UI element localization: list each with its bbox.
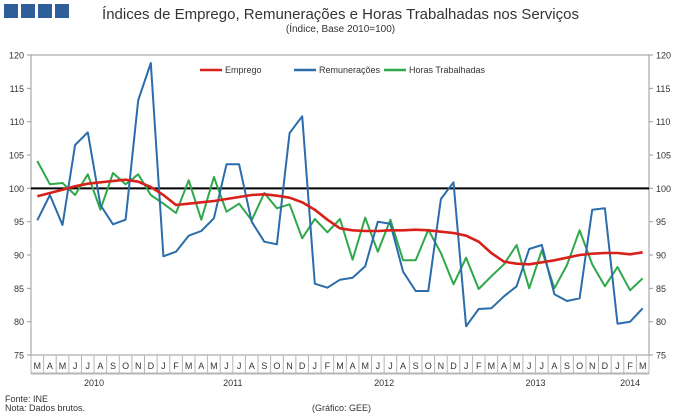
x-tick-label: A [501, 361, 507, 371]
plot-frame [30, 54, 650, 356]
y-tick-label-right: 100 [656, 184, 671, 194]
x-tick-label: M [34, 361, 42, 371]
x-tick-label: S [564, 361, 570, 371]
y-tick-label-left: 90 [14, 251, 24, 261]
series-line-emprego [36, 178, 643, 266]
x-tick-label: M [639, 361, 647, 371]
y-tick-label-left: 75 [14, 351, 24, 361]
year-label: 2010 [84, 378, 104, 388]
y-tick-label-left: 115 [10, 84, 24, 94]
x-tick-label: O [122, 361, 129, 371]
x-tick-label: J [161, 361, 166, 371]
x-tick-label: D [602, 361, 609, 371]
y-tick-label-left: 95 [14, 217, 24, 227]
legend-label-horas: Horas Trabalhadas [409, 65, 486, 75]
y-tick-label-right: 80 [656, 317, 666, 327]
x-tick-label: O [425, 361, 432, 371]
x-tick-label: J [388, 361, 393, 371]
year-label: 2014 [620, 378, 640, 388]
x-tick-label: N [286, 361, 293, 371]
year-label: 2011 [223, 378, 242, 388]
logo-square [21, 4, 35, 18]
y-tick-label-left: 120 [9, 51, 24, 61]
y-tick-label-right: 75 [656, 351, 666, 361]
y-tick-label-left: 85 [14, 284, 24, 294]
x-tick-label: M [59, 361, 67, 371]
logo [4, 4, 69, 18]
data-note: Nota: Dados brutos. [5, 403, 86, 413]
x-tick-label: F [627, 361, 633, 371]
x-tick-label: A [249, 361, 255, 371]
y-tick-label-left: 105 [9, 151, 24, 161]
x-tick-label: M [361, 361, 369, 371]
year-label: 2012 [374, 378, 394, 388]
y-tick-label-right: 105 [656, 151, 671, 161]
x-tick-label: F [476, 361, 482, 371]
x-tick-label: N [438, 361, 445, 371]
x-tick-label: A [47, 361, 53, 371]
y-tick-label-right: 120 [656, 51, 671, 61]
y-tick-label-left: 80 [14, 317, 24, 327]
y-tick-label-right: 90 [656, 251, 666, 261]
x-tick-label: A [551, 361, 557, 371]
chart-subtitle: (Índice, Base 2010=100) [285, 24, 396, 35]
legend-label-emprego: Emprego [225, 65, 262, 75]
chart-title: Índices de Emprego, Remunerações e Horas… [102, 6, 579, 23]
x-tick-label: M [336, 361, 344, 371]
x-tick-label: M [210, 361, 218, 371]
x-tick-label: M [488, 361, 496, 371]
x-tick-label: N [589, 361, 596, 371]
x-tick-label: A [198, 361, 204, 371]
x-tick-label: A [97, 361, 103, 371]
x-tick-label: O [576, 361, 583, 371]
x-tick-label: A [350, 361, 356, 371]
logo-square [4, 4, 18, 18]
x-tick-label: S [110, 361, 116, 371]
logo-square [38, 4, 52, 18]
x-tick-label: J [527, 361, 532, 371]
y-tick-label-left: 110 [10, 117, 24, 127]
credit-note: (Gráfico: GEE) [312, 403, 372, 413]
x-tick-label: M [185, 361, 193, 371]
x-tick-label: D [148, 361, 155, 371]
y-tick-label-right: 110 [656, 117, 670, 127]
x-tick-label: O [273, 361, 280, 371]
x-tick-label: J [73, 361, 78, 371]
x-tick-label: J [86, 361, 91, 371]
source-note: Fonte: INE [5, 394, 49, 404]
x-tick-label: S [413, 361, 419, 371]
x-tick-label: S [261, 361, 267, 371]
x-tick-label: D [299, 361, 306, 371]
y-tick-label-right: 85 [656, 284, 666, 294]
series-line-remuneracoes [36, 62, 644, 328]
x-tick-label: M [513, 361, 521, 371]
x-tick-label: A [400, 361, 406, 371]
legend-label-remuneracoes: Remunerações [319, 65, 381, 75]
series-line-horas [36, 160, 644, 292]
x-tick-label: J [313, 361, 318, 371]
y-tick-label-right: 95 [656, 217, 666, 227]
x-tick-label: N [135, 361, 142, 371]
x-tick-label: J [464, 361, 469, 371]
x-tick-label: J [376, 361, 381, 371]
logo-square [55, 4, 69, 18]
year-label: 2013 [525, 378, 545, 388]
x-tick-label: J [224, 361, 229, 371]
x-tick-label: D [450, 361, 457, 371]
x-tick-label: J [540, 361, 545, 371]
x-tick-label: F [173, 361, 179, 371]
x-tick-label: J [237, 361, 242, 371]
x-tick-label: J [615, 361, 620, 371]
x-tick-label: F [325, 361, 331, 371]
y-tick-label-right: 115 [656, 84, 670, 94]
y-tick-label-left: 100 [9, 184, 24, 194]
